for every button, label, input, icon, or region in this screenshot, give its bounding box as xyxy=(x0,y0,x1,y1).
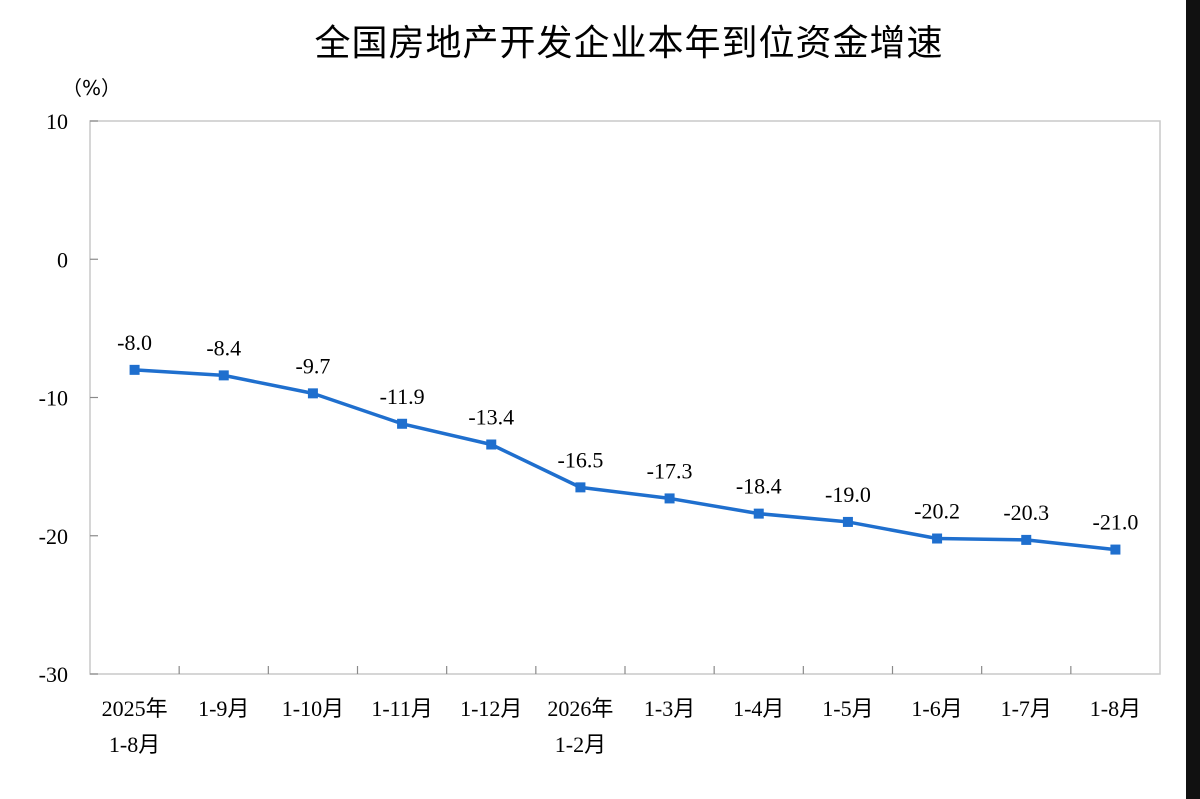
data-point-marker xyxy=(218,370,229,381)
x-tick-label: 1-8月 xyxy=(1090,696,1141,721)
data-label: -19.0 xyxy=(825,482,871,507)
x-tick-label: 1-4月 xyxy=(733,696,784,721)
x-tick-label: 1-11月 xyxy=(371,696,433,721)
data-point-marker xyxy=(575,482,586,493)
x-tick-label: 1-5月 xyxy=(822,696,873,721)
x-tick-label: 1-7月 xyxy=(1001,696,1052,721)
x-tick-label: 1-12月 xyxy=(460,696,522,721)
y-axis: 10 0 -10 -20 -30 xyxy=(39,109,98,687)
data-label: -21.0 xyxy=(1093,510,1139,535)
data-point-marker xyxy=(1110,544,1121,555)
series-line xyxy=(134,368,1116,552)
x-tick-label: 2026年 xyxy=(547,696,613,721)
x-tick-label: 1-2月 xyxy=(555,732,606,757)
data-point-marker xyxy=(932,533,943,544)
data-point-marker xyxy=(129,364,140,375)
plot-area-border xyxy=(89,120,1161,675)
x-tick-label: 1-6月 xyxy=(911,696,962,721)
x-tick-label: 1-8月 xyxy=(109,732,160,757)
data-label: -9.7 xyxy=(296,353,331,378)
x-axis: 2025年 1-8月 1-9月 1-10月 1-11月 1-12月 2026年 1-2月 1-3… xyxy=(102,666,1141,757)
data-label: -20.3 xyxy=(1003,500,1049,525)
data-label: -11.9 xyxy=(380,384,425,409)
x-tick-label: 1-10月 xyxy=(282,696,344,721)
y-tick-label: 10 xyxy=(46,109,68,134)
data-label: -17.3 xyxy=(647,458,693,483)
data-point-marker xyxy=(753,508,764,519)
data-point-marker xyxy=(307,388,318,399)
x-tick-label: 1-9月 xyxy=(198,696,249,721)
data-point-marker xyxy=(842,516,853,527)
data-label: -8.0 xyxy=(117,330,152,355)
x-tick-label: 1-3月 xyxy=(644,696,695,721)
data-point-marker xyxy=(664,493,675,504)
data-point-marker xyxy=(486,439,497,450)
x-tick-label: 2025年 xyxy=(102,696,168,721)
y-tick-label: -10 xyxy=(39,386,68,411)
data-label: -16.5 xyxy=(558,447,604,472)
window-edge xyxy=(1186,0,1200,799)
data-label: -13.4 xyxy=(468,405,514,430)
y-tick-label: 0 xyxy=(57,247,68,272)
data-label: -8.4 xyxy=(206,335,241,360)
data-point-marker xyxy=(397,418,408,429)
y-tick-label: -20 xyxy=(39,524,68,549)
data-point-marker xyxy=(1021,534,1032,545)
y-axis-unit-label: （%） xyxy=(62,76,122,100)
data-label: -18.4 xyxy=(736,474,782,499)
series-layer: -8.0 -8.4 -9.7 -11.9 -13.4 -16.5 -17.3 -18.4 -19… xyxy=(117,330,1138,555)
y-tick-label: -30 xyxy=(39,662,68,687)
data-label: -20.2 xyxy=(914,499,960,524)
chart-title: 全国房地产开发企业本年到位资金增速 xyxy=(314,23,944,64)
